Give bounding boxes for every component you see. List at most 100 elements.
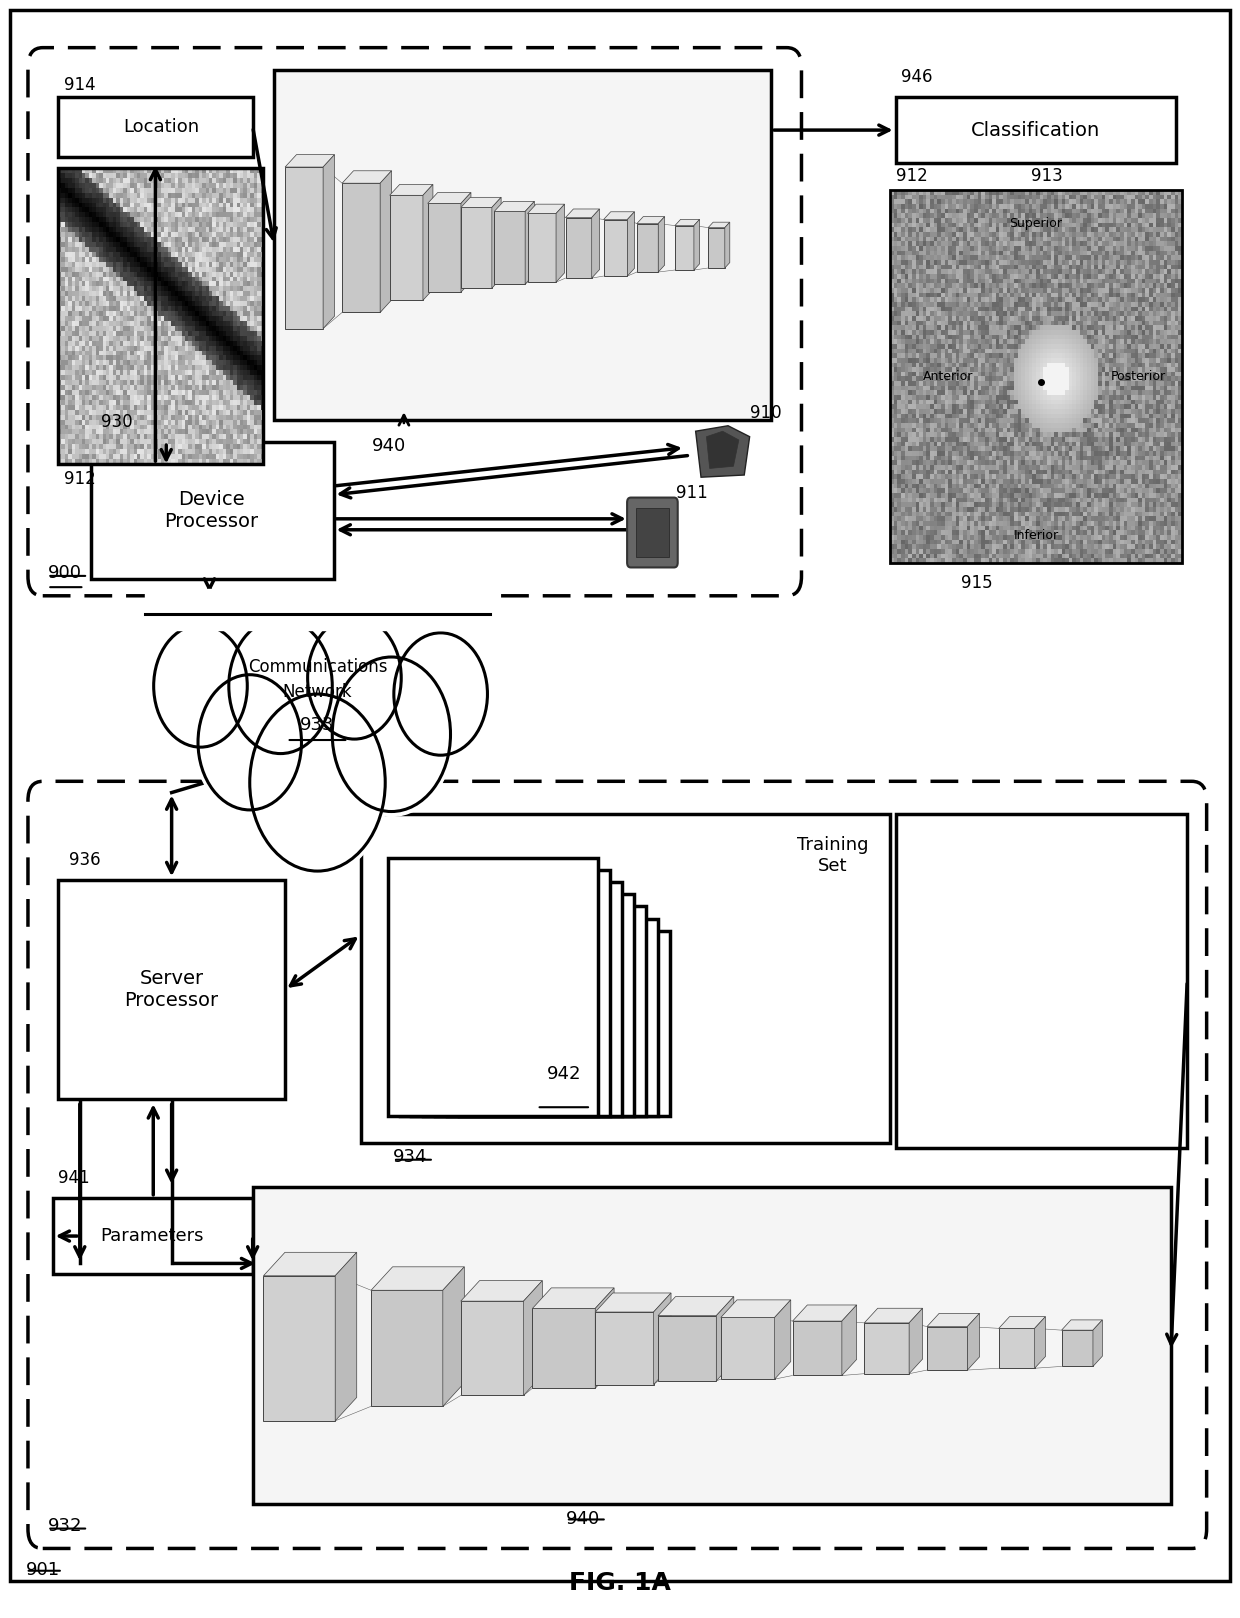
- Bar: [253, 1186, 1171, 1505]
- Bar: [53, 1197, 253, 1275]
- Bar: [285, 167, 324, 328]
- Bar: [58, 880, 285, 1099]
- Polygon shape: [381, 172, 392, 312]
- Bar: [459, 930, 670, 1115]
- Bar: [895, 814, 1187, 1149]
- Circle shape: [195, 670, 305, 815]
- Text: 930: 930: [102, 413, 133, 432]
- Bar: [361, 814, 890, 1142]
- Polygon shape: [694, 220, 699, 270]
- Bar: [145, 589, 490, 629]
- Text: 914: 914: [63, 76, 95, 94]
- Circle shape: [329, 652, 454, 817]
- Polygon shape: [461, 197, 501, 207]
- Text: Server
Processor: Server Processor: [124, 969, 218, 1010]
- Bar: [1061, 1330, 1092, 1367]
- Bar: [274, 70, 771, 421]
- Polygon shape: [696, 426, 750, 477]
- Text: FIG. 1A: FIG. 1A: [569, 1571, 671, 1594]
- Bar: [58, 97, 253, 157]
- Polygon shape: [842, 1306, 857, 1375]
- Text: Communications: Communications: [248, 657, 387, 676]
- Circle shape: [246, 689, 389, 875]
- Bar: [604, 220, 627, 277]
- Bar: [532, 1309, 595, 1388]
- Polygon shape: [653, 1293, 671, 1385]
- Polygon shape: [285, 155, 335, 167]
- Bar: [708, 228, 725, 269]
- Polygon shape: [658, 217, 665, 272]
- Text: Location: Location: [123, 118, 198, 136]
- Bar: [263, 1275, 335, 1421]
- Bar: [495, 212, 526, 285]
- Polygon shape: [389, 184, 433, 196]
- Polygon shape: [495, 201, 534, 212]
- Bar: [675, 225, 694, 270]
- Text: 941: 941: [58, 1168, 89, 1186]
- Bar: [399, 870, 610, 1115]
- Polygon shape: [565, 209, 599, 217]
- FancyBboxPatch shape: [29, 47, 801, 595]
- Polygon shape: [725, 222, 730, 269]
- Text: 912: 912: [895, 167, 928, 184]
- Bar: [91, 442, 334, 579]
- Polygon shape: [675, 220, 699, 225]
- Polygon shape: [1061, 1320, 1102, 1330]
- Polygon shape: [527, 204, 564, 214]
- Text: 942: 942: [547, 1065, 582, 1082]
- Text: 946: 946: [901, 68, 932, 86]
- FancyBboxPatch shape: [627, 498, 678, 568]
- Polygon shape: [443, 1267, 464, 1406]
- Bar: [58, 168, 263, 464]
- Polygon shape: [967, 1314, 980, 1370]
- Bar: [636, 508, 668, 557]
- Polygon shape: [335, 1252, 357, 1421]
- Text: Classification: Classification: [971, 121, 1101, 139]
- Bar: [928, 1327, 967, 1370]
- Bar: [388, 858, 599, 1115]
- Bar: [412, 882, 622, 1115]
- Bar: [637, 223, 658, 272]
- Text: 940: 940: [372, 437, 405, 455]
- Bar: [342, 183, 381, 312]
- Polygon shape: [1092, 1320, 1102, 1367]
- Polygon shape: [864, 1309, 923, 1324]
- Polygon shape: [1034, 1317, 1045, 1369]
- Polygon shape: [263, 1252, 357, 1275]
- Polygon shape: [720, 1299, 791, 1317]
- Text: 940: 940: [565, 1510, 600, 1527]
- Polygon shape: [708, 222, 730, 228]
- Polygon shape: [423, 184, 433, 301]
- Bar: [792, 1320, 842, 1375]
- Text: Posterior: Posterior: [1111, 371, 1166, 383]
- Polygon shape: [595, 1288, 614, 1388]
- Circle shape: [391, 628, 491, 760]
- Text: 913: 913: [1030, 167, 1063, 184]
- Polygon shape: [556, 204, 564, 282]
- Polygon shape: [324, 155, 335, 328]
- Polygon shape: [526, 201, 534, 285]
- Bar: [895, 97, 1177, 163]
- Polygon shape: [658, 1296, 734, 1315]
- Bar: [998, 1328, 1034, 1369]
- Polygon shape: [928, 1314, 980, 1327]
- Text: 900: 900: [47, 565, 82, 582]
- Polygon shape: [492, 197, 501, 288]
- Polygon shape: [792, 1306, 857, 1320]
- FancyBboxPatch shape: [29, 781, 1207, 1548]
- Text: Anterior: Anterior: [923, 371, 973, 383]
- Polygon shape: [627, 212, 635, 277]
- Polygon shape: [591, 209, 599, 278]
- Polygon shape: [532, 1288, 614, 1309]
- Text: 936: 936: [69, 851, 100, 869]
- Polygon shape: [637, 217, 665, 223]
- Bar: [658, 1315, 717, 1380]
- Circle shape: [226, 613, 336, 759]
- Polygon shape: [998, 1317, 1045, 1328]
- Circle shape: [304, 612, 405, 744]
- Bar: [595, 1312, 653, 1385]
- Polygon shape: [371, 1267, 464, 1290]
- Bar: [890, 191, 1182, 563]
- Text: 932: 932: [47, 1518, 82, 1535]
- Text: Superior: Superior: [1009, 217, 1063, 230]
